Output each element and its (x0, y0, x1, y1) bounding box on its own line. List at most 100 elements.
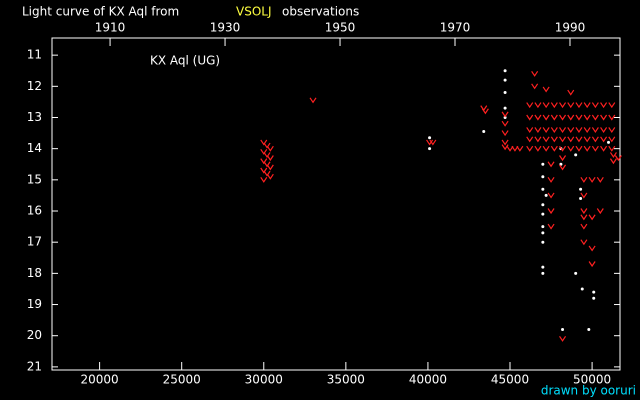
fainter-limit (501, 139, 509, 146)
observation (541, 187, 545, 191)
fainter-limit (531, 71, 539, 77)
observation (579, 187, 583, 191)
observation (544, 193, 548, 197)
x2-tick-label: 1910 (95, 21, 126, 35)
x-tick-label: 20000 (81, 373, 119, 387)
observation (541, 175, 545, 179)
fainter-limit (481, 108, 489, 115)
fainter-limit (567, 136, 575, 143)
fainter-limit (263, 170, 271, 177)
fainter-limit (614, 155, 622, 162)
fainter-limit (526, 145, 534, 152)
fainter-limit (575, 127, 583, 134)
fainter-limit (575, 145, 583, 152)
x2-tick-label: 1930 (210, 21, 241, 35)
observation (541, 240, 545, 244)
fainter-limit (591, 114, 599, 121)
fainter-limit (559, 102, 567, 109)
fainter-limit (542, 102, 550, 109)
observation (541, 231, 545, 235)
fainter-limit (608, 127, 616, 134)
fainter-limit (580, 223, 588, 230)
fainter-limit (547, 192, 555, 199)
observation (541, 271, 545, 275)
fainter-limit (575, 114, 583, 121)
y-tick-label: 11 (27, 48, 42, 62)
fainter-limit (534, 102, 542, 109)
fainter-limit (588, 214, 596, 221)
observation (541, 265, 545, 269)
fainter-limit (260, 158, 268, 165)
observation (607, 140, 611, 144)
fainter-limit (550, 136, 558, 143)
fainter-limit (266, 173, 274, 180)
fainter-limit (580, 208, 588, 215)
fainter-limit (559, 145, 567, 152)
observation (503, 69, 507, 73)
fainter-limit (600, 127, 608, 134)
fainter-limit (600, 102, 608, 109)
observation (541, 162, 545, 166)
fainter-limit (567, 114, 575, 121)
fainter-limit (531, 83, 539, 90)
fainter-limit (263, 161, 271, 168)
fainter-limit (575, 136, 583, 143)
fainter-limit (542, 114, 550, 121)
observation (541, 212, 545, 216)
fainter-limit (567, 102, 575, 109)
fainter-limit (547, 223, 555, 230)
y-tick-label: 15 (27, 172, 42, 186)
fainter-limit (550, 102, 558, 109)
fainter-limit (266, 145, 274, 152)
y-tick-label: 12 (27, 79, 42, 93)
fainter-limit (596, 177, 604, 183)
fainter-limit (575, 102, 583, 109)
fainter-limit (583, 114, 591, 121)
observation (574, 153, 578, 157)
fainter-limit (588, 177, 596, 183)
y-tick-label: 13 (27, 110, 42, 124)
x-tick-label: 40000 (409, 373, 447, 387)
x-tick-label: 25000 (163, 373, 201, 387)
observation (503, 115, 507, 119)
observation (428, 136, 432, 140)
fainter-limit (547, 161, 555, 168)
fainter-limit (309, 97, 317, 104)
observation (503, 106, 507, 110)
fainter-limit (526, 102, 534, 109)
fainter-limit (591, 102, 599, 109)
fainter-limit (550, 127, 558, 134)
fainter-limit (567, 89, 575, 96)
observation (579, 197, 583, 201)
fainter-limit (580, 192, 588, 199)
fainter-limit (591, 145, 599, 152)
y-tick-label: 16 (27, 204, 42, 218)
observation (592, 296, 596, 300)
fainter-limit (583, 136, 591, 143)
y-tick-label: 20 (27, 328, 42, 342)
observation (580, 287, 584, 291)
fainter-limit (266, 155, 274, 162)
fainter-limit (583, 145, 591, 152)
fainter-limit (516, 145, 524, 152)
fainter-limit (263, 142, 271, 149)
fainter-limit (542, 136, 550, 143)
observation (592, 290, 596, 294)
x-tick-label: 50000 (573, 373, 611, 387)
x-tick-label: 35000 (327, 373, 365, 387)
fainter-limit (534, 136, 542, 143)
fainter-limit (608, 145, 616, 152)
fainter-limit (591, 136, 599, 143)
x-tick-label: 45000 (491, 373, 529, 387)
fainter-limit (263, 152, 271, 158)
fainter-limit (429, 139, 437, 146)
y-tick-label: 19 (27, 297, 42, 311)
fainter-limit (511, 145, 519, 152)
fainter-limit (583, 102, 591, 109)
x-tick-label: 30000 (245, 373, 283, 387)
fainter-limit (596, 208, 604, 215)
fainter-limit (588, 261, 596, 268)
x2-tick-label: 1950 (325, 21, 356, 35)
fainter-limit (542, 86, 550, 93)
